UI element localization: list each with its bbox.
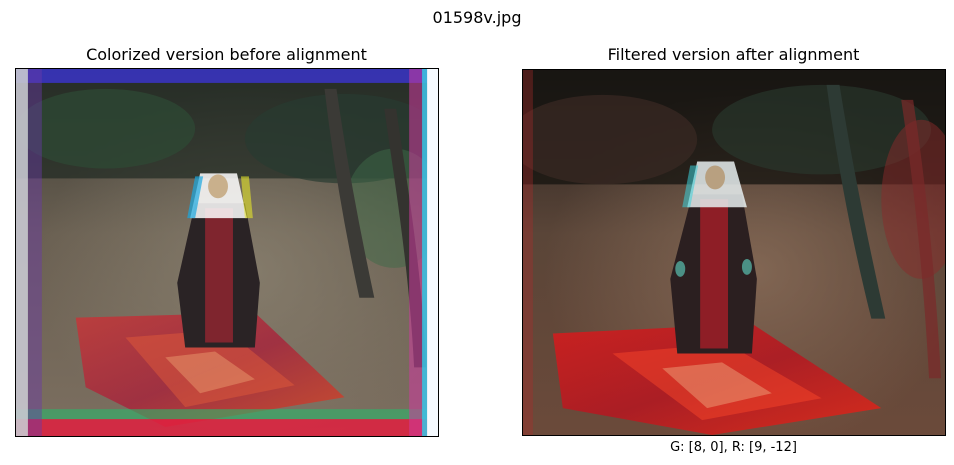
left-photo <box>16 69 438 436</box>
right-image-panel <box>522 69 946 436</box>
figure-title: 01598v.jpg <box>432 8 522 27</box>
left-image-panel <box>15 68 439 437</box>
right-photo <box>523 70 945 435</box>
left-panel-title: Colorized version before alignment <box>86 45 367 64</box>
right-panel-title: Filtered version after alignment <box>607 45 860 64</box>
right-panel-xlabel: G: [8, 0], R: [9, -12] <box>670 440 797 455</box>
